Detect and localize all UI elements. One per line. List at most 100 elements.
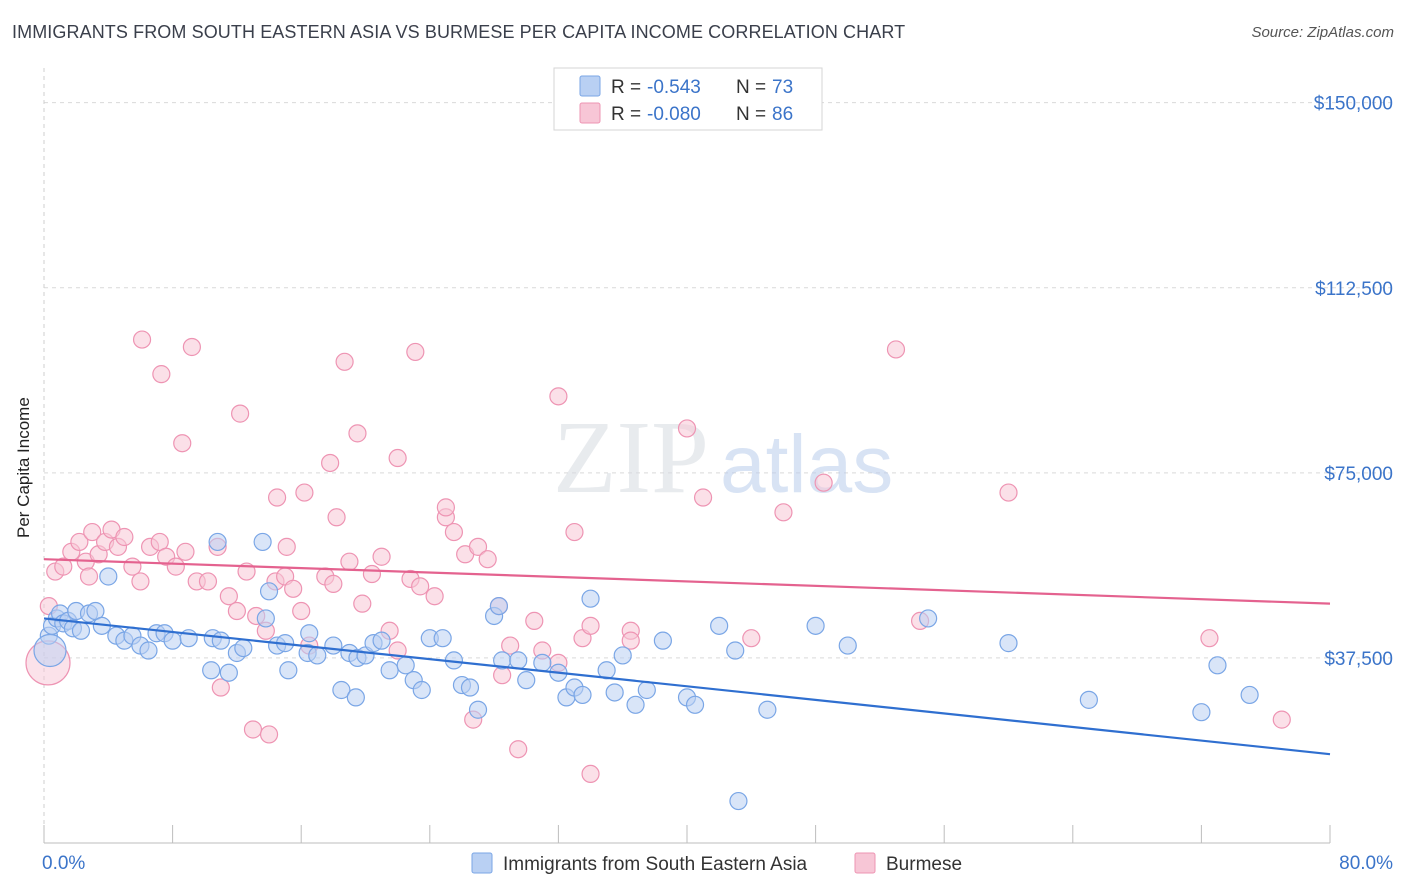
point-burmese (411, 577, 430, 596)
point-burmese (198, 572, 218, 591)
point-sea (253, 532, 272, 552)
point-burmese (166, 557, 185, 576)
point-burmese (243, 720, 263, 739)
y-tick-labels: $37,500 $75,000 $112,500 $150,000 (1314, 94, 1393, 670)
legend-label: Immigrants from South Eastern Asia (503, 854, 808, 875)
x-tick-label: 0.0% (42, 853, 85, 874)
legend-swatch (579, 102, 601, 124)
point-sea (729, 791, 748, 811)
point-burmese (83, 522, 102, 542)
point-sea (211, 631, 230, 650)
point-burmese (677, 419, 697, 438)
point-sea (33, 633, 67, 668)
point-sea (139, 641, 158, 660)
legend-r-label: R = (611, 104, 641, 125)
point-sea (626, 695, 645, 714)
point-burmese (131, 572, 150, 591)
point-burmese (284, 579, 303, 598)
point-burmese (525, 611, 544, 631)
x-tick-labels: 0.0% 80.0% (42, 853, 1393, 874)
legend-n-value: 86 (772, 104, 793, 125)
y-tick-label: $37,500 (1324, 649, 1393, 670)
point-burmese (742, 629, 761, 648)
y-tick-label: $150,000 (1314, 94, 1393, 115)
point-sea (1208, 656, 1227, 675)
point-sea (468, 700, 488, 719)
point-burmese (999, 483, 1018, 502)
point-burmese (444, 522, 464, 542)
point-sea (637, 680, 656, 700)
legend-swatch (579, 75, 601, 97)
point-burmese (211, 678, 230, 697)
point-burmese (340, 552, 359, 571)
trend-line-sea (43, 617, 1331, 756)
point-sea (412, 680, 431, 700)
point-burmese (425, 587, 444, 606)
point-sea (332, 680, 351, 700)
point-sea (613, 646, 632, 665)
point-burmese (54, 557, 73, 576)
point-sea (806, 616, 825, 635)
point-sea (259, 582, 279, 601)
point-sea (685, 695, 705, 714)
point-sea (489, 596, 509, 616)
point-burmese (348, 424, 367, 443)
point-sea (324, 636, 343, 655)
point-sea (433, 629, 452, 648)
point-burmese (152, 365, 171, 384)
point-sea (279, 661, 298, 680)
point-burmese (501, 636, 520, 655)
point-burmese (292, 601, 311, 621)
source-note: Source: ZipAtlas.com (1251, 24, 1394, 41)
point-burmese (693, 488, 713, 507)
legend-swatch (471, 852, 493, 874)
point-burmese (436, 498, 455, 517)
point-burmese (173, 434, 192, 453)
point-sea (758, 700, 777, 719)
point-sea (919, 609, 938, 628)
point-sea (838, 636, 857, 655)
x-tick-label: 80.0% (1339, 853, 1393, 874)
point-sea (202, 661, 221, 680)
point-burmese (335, 352, 354, 371)
point-burmese (549, 387, 568, 406)
legend: Immigrants from South Eastern Asia Burmes… (471, 852, 962, 875)
point-burmese (353, 594, 372, 613)
point-sea (71, 621, 91, 640)
point-sea (653, 631, 672, 650)
legend-n-value: 73 (772, 77, 793, 98)
point-sea (573, 685, 592, 705)
chart-title: IMMIGRANTS FROM SOUTH EASTERN ASIA VS BU… (12, 22, 906, 42)
point-burmese (478, 550, 497, 569)
point-burmese (468, 537, 488, 556)
point-sea (517, 671, 536, 690)
point-sea (710, 616, 729, 635)
point-burmese (509, 740, 528, 759)
point-burmese (324, 574, 343, 593)
point-burmese (362, 564, 382, 584)
point-sea (308, 646, 327, 665)
point-sea (1079, 690, 1098, 709)
series-sea-points (33, 532, 1259, 811)
point-sea (346, 688, 365, 707)
point-sea (300, 624, 319, 643)
point-burmese (886, 340, 906, 359)
axes (43, 68, 1331, 844)
point-burmese (774, 503, 793, 522)
y-axis-label: Per Capita Income (14, 397, 33, 538)
watermark-atlas: atlas (720, 419, 893, 510)
point-sea (533, 653, 552, 672)
watermark-zip: ZIP (553, 400, 709, 515)
point-burmese (231, 404, 250, 423)
point-sea (256, 609, 275, 628)
legend-n-label: N = (736, 104, 766, 125)
point-burmese (115, 527, 134, 547)
point-burmese (1272, 710, 1291, 729)
point-burmese (70, 532, 89, 552)
point-sea (509, 651, 528, 670)
y-tick-label: $112,500 (1315, 279, 1393, 300)
point-sea (1240, 685, 1259, 705)
point-burmese (267, 488, 287, 507)
point-sea (726, 641, 745, 660)
